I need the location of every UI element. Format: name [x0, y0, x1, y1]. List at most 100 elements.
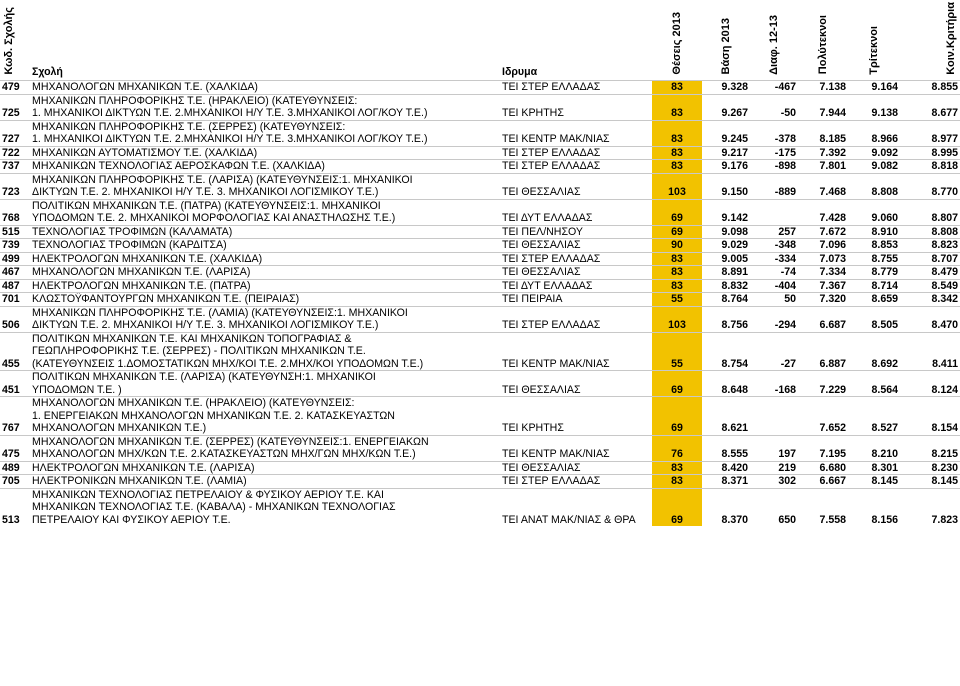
cell-koinkrit[interactable]: 8.977 [900, 119, 960, 146]
cell-institution[interactable]: ΤΕΙ ΣΤΕΡ ΕΛΛΑΔΑΣ [500, 305, 652, 332]
cell-diff[interactable]: -889 [750, 172, 798, 199]
cell-positions[interactable]: 83 [652, 93, 702, 120]
cell-institution[interactable]: ΤΕΙ ΚΕΝΤΡ ΜΑΚ/ΝΙΑΣ [500, 331, 652, 371]
cell-polyteknoi[interactable]: 7.652 [798, 396, 848, 435]
cell-diff[interactable]: -378 [750, 119, 798, 146]
cell-base[interactable]: 8.754 [702, 331, 750, 371]
header-koinkrit[interactable]: Κοιν.Κριτήρια [945, 1, 957, 75]
cell-positions[interactable]: 83 [652, 159, 702, 173]
table-row[interactable]: 467 ΜΗΧΑΝΟΛΟΓΩΝ ΜΗΧΑΝΙΚΩΝ Τ.Ε. (ΛΑΡΙΣΑ) ΤΕ… [0, 265, 960, 279]
cell-base[interactable]: 9.142 [702, 198, 750, 225]
cell-code[interactable]: 722 [0, 145, 30, 160]
cell-school[interactable]: ΚΛΩΣΤΟΫΦΑΝΤΟΥΡΓΩΝ ΜΗΧΑΝΙΚΩΝ Τ.Ε. (ΠΕΙΡΑΙ… [30, 292, 500, 306]
table-row[interactable]: 487 ΗΛΕΚΤΡΟΛΟΓΩΝ ΜΗΧΑΝΙΚΩΝ Τ.Ε. (ΠΑΤΡΑ) ΤΕ… [0, 278, 960, 293]
cell-diff[interactable]: -348 [750, 238, 798, 252]
cell-polyteknoi[interactable]: 6.887 [798, 331, 848, 371]
cell-diff[interactable] [750, 396, 798, 435]
cell-koinkrit[interactable]: 8.770 [900, 172, 960, 199]
cell-koinkrit[interactable]: 8.995 [900, 145, 960, 160]
cell-triteknoi[interactable]: 8.505 [848, 305, 900, 332]
cell-polyteknoi[interactable]: 8.185 [798, 119, 848, 146]
cell-institution[interactable]: ΤΕΙ ΘΕΣΣΑΛΙΑΣ [500, 172, 652, 199]
cell-school[interactable]: ΗΛΕΚΤΡΟΛΟΓΩΝ ΜΗΧΑΝΙΚΩΝ Τ.Ε. (ΛΑΡΙΣΑ) [30, 460, 500, 475]
cell-positions[interactable]: 55 [652, 292, 702, 306]
cell-school[interactable]: ΜΗΧΑΝΙΚΩΝ ΠΛΗΡΟΦΟΡΙΚΗΣ Τ.Ε. (ΣΕΡΡΕΣ) (ΚΑ… [30, 119, 500, 146]
cell-code[interactable]: 768 [0, 198, 30, 225]
cell-school[interactable]: ΠΟΛΙΤΙΚΩΝ ΜΗΧΑΝΙΚΩΝ Τ.Ε. ΚΑΙ ΜΗΧΑΝΙΚΩΝ Τ… [30, 331, 500, 371]
cell-institution[interactable]: ΤΕΙ ΚΡΗΤΗΣ [500, 396, 652, 435]
header-triteknoi[interactable]: Τρίτεκνοι [868, 25, 880, 75]
table-row[interactable]: 499 ΗΛΕΚΤΡΟΛΟΓΩΝ ΜΗΧΑΝΙΚΩΝ Τ.Ε. (ΧΑΛΚΙΔΑ)… [0, 251, 960, 266]
cell-polyteknoi[interactable]: 7.392 [798, 145, 848, 160]
cell-diff[interactable]: -50 [750, 93, 798, 120]
cell-triteknoi[interactable]: 8.714 [848, 278, 900, 293]
cell-code[interactable]: 489 [0, 460, 30, 475]
cell-institution[interactable]: ΤΕΙ ΣΤΕΡ ΕΛΛΑΔΑΣ [500, 159, 652, 173]
cell-institution[interactable]: ΤΕΙ ΣΤΕΡ ΕΛΛΑΔΑΣ [500, 251, 652, 266]
cell-positions[interactable]: 83 [652, 460, 702, 475]
cell-polyteknoi[interactable]: 7.334 [798, 265, 848, 279]
cell-diff[interactable]: -168 [750, 370, 798, 397]
cell-school[interactable]: ΗΛΕΚΤΡΟΝΙΚΩΝ ΜΗΧΑΝΙΚΩΝ Τ.Ε. (ΛΑΜΙΑ) [30, 474, 500, 488]
table-row[interactable]: 767 ΜΗΧΑΝΟΛΟΓΩΝ ΜΗΧΑΝΙΚΩΝ Τ.Ε. (ΗΡΑΚΛΕΙΟ)… [0, 396, 960, 435]
cell-koinkrit[interactable]: 7.823 [900, 487, 960, 526]
table-row[interactable]: 722 ΜΗΧΑΝΙΚΩΝ ΑΥΤΟΜΑΤΙΣΜΟΥ Τ.Ε. (ΧΑΛΚΙΔΑ)… [0, 145, 960, 160]
cell-diff[interactable]: -294 [750, 305, 798, 332]
cell-koinkrit[interactable]: 8.549 [900, 278, 960, 293]
cell-koinkrit[interactable]: 8.411 [900, 331, 960, 371]
cell-triteknoi[interactable]: 8.853 [848, 238, 900, 252]
cell-positions[interactable]: 103 [652, 172, 702, 199]
cell-school[interactable]: ΜΗΧΑΝΟΛΟΓΩΝ ΜΗΧΑΝΙΚΩΝ Τ.Ε. (ΗΡΑΚΛΕΙΟ) (Κ… [30, 396, 500, 435]
cell-school[interactable]: ΜΗΧΑΝΙΚΩΝ ΠΛΗΡΟΦΟΡΙΚΗΣ Τ.Ε. (ΗΡΑΚΛΕΙΟ) (… [30, 93, 500, 120]
table-row[interactable]: 479 ΜΗΧΑΝΟΛΟΓΩΝ ΜΗΧΑΝΙΚΩΝ Τ.Ε. (ΧΑΛΚΙΔΑ) Τ… [0, 80, 960, 94]
cell-koinkrit[interactable]: 8.470 [900, 305, 960, 332]
cell-positions[interactable]: 83 [652, 251, 702, 266]
cell-institution[interactable]: ΤΕΙ ΣΤΕΡ ΕΛΛΑΔΑΣ [500, 474, 652, 488]
cell-positions[interactable]: 83 [652, 80, 702, 94]
cell-school[interactable]: ΗΛΕΚΤΡΟΛΟΓΩΝ ΜΗΧΑΝΙΚΩΝ Τ.Ε. (ΧΑΛΚΙΔΑ) [30, 251, 500, 266]
cell-positions[interactable]: 103 [652, 305, 702, 332]
cell-code[interactable]: 723 [0, 172, 30, 199]
cell-koinkrit[interactable]: 8.342 [900, 292, 960, 306]
header-polyteknoi[interactable]: Πολύτεκνοι [817, 15, 829, 75]
cell-koinkrit[interactable]: 8.145 [900, 474, 960, 488]
cell-institution[interactable]: ΤΕΙ ΑΝΑΤ ΜΑΚ/ΝΙΑΣ & ΘΡΑ [500, 487, 652, 526]
cell-diff[interactable]: -404 [750, 278, 798, 293]
cell-koinkrit[interactable]: 8.855 [900, 80, 960, 94]
cell-code[interactable]: 467 [0, 265, 30, 279]
table-row[interactable]: 705 ΗΛΕΚΤΡΟΝΙΚΩΝ ΜΗΧΑΝΙΚΩΝ Τ.Ε. (ΛΑΜΙΑ) ΤΕ… [0, 474, 960, 488]
table-row[interactable]: 727 ΜΗΧΑΝΙΚΩΝ ΠΛΗΡΟΦΟΡΙΚΗΣ Τ.Ε. (ΣΕΡΡΕΣ) … [0, 119, 960, 146]
cell-school[interactable]: ΜΗΧΑΝΟΛΟΓΩΝ ΜΗΧΑΝΙΚΩΝ Τ.Ε. (ΣΕΡΡΕΣ) (ΚΑΤ… [30, 434, 500, 461]
cell-base[interactable]: 9.029 [702, 238, 750, 252]
cell-polyteknoi[interactable]: 6.687 [798, 305, 848, 332]
cell-triteknoi[interactable]: 8.755 [848, 251, 900, 266]
cell-triteknoi[interactable]: 8.145 [848, 474, 900, 488]
table-row[interactable]: 451 ΠΟΛΙΤΙΚΩΝ ΜΗΧΑΝΙΚΩΝ Τ.Ε. (ΛΑΡΙΣΑ) (ΚΑ… [0, 370, 960, 397]
cell-code[interactable]: 499 [0, 251, 30, 266]
cell-polyteknoi[interactable]: 7.672 [798, 224, 848, 239]
table-row[interactable]: 725 ΜΗΧΑΝΙΚΩΝ ΠΛΗΡΟΦΟΡΙΚΗΣ Τ.Ε. (ΗΡΑΚΛΕΙΟ… [0, 93, 960, 120]
cell-code[interactable]: 725 [0, 93, 30, 120]
cell-diff[interactable]: 257 [750, 224, 798, 239]
cell-triteknoi[interactable]: 8.966 [848, 119, 900, 146]
cell-koinkrit[interactable]: 8.124 [900, 370, 960, 397]
cell-school[interactable]: ΜΗΧΑΝΟΛΟΓΩΝ ΜΗΧΑΝΙΚΩΝ Τ.Ε. (ΧΑΛΚΙΔΑ) [30, 80, 500, 94]
cell-institution[interactable]: ΤΕΙ ΔΥΤ ΕΛΛΑΔΑΣ [500, 278, 652, 293]
cell-base[interactable]: 8.648 [702, 370, 750, 397]
cell-institution[interactable]: ΤΕΙ ΔΥΤ ΕΛΛΑΔΑΣ [500, 198, 652, 225]
cell-koinkrit[interactable]: 8.707 [900, 251, 960, 266]
cell-koinkrit[interactable]: 8.479 [900, 265, 960, 279]
cell-polyteknoi[interactable]: 7.096 [798, 238, 848, 252]
cell-positions[interactable]: 76 [652, 434, 702, 461]
cell-institution[interactable]: ΤΕΙ ΘΕΣΣΑΛΙΑΣ [500, 265, 652, 279]
cell-triteknoi[interactable]: 8.910 [848, 224, 900, 239]
cell-diff[interactable]: -467 [750, 80, 798, 94]
cell-institution[interactable]: ΤΕΙ ΠΕΙΡΑΙΑ [500, 292, 652, 306]
cell-polyteknoi[interactable]: 7.801 [798, 159, 848, 173]
cell-code[interactable]: 739 [0, 238, 30, 252]
cell-school[interactable]: ΠΟΛΙΤΙΚΩΝ ΜΗΧΑΝΙΚΩΝ Τ.Ε. (ΛΑΡΙΣΑ) (ΚΑΤΕΥ… [30, 370, 500, 397]
cell-base[interactable]: 8.371 [702, 474, 750, 488]
cell-polyteknoi[interactable]: 7.428 [798, 198, 848, 225]
cell-diff[interactable]: -175 [750, 145, 798, 160]
cell-diff[interactable]: -27 [750, 331, 798, 371]
